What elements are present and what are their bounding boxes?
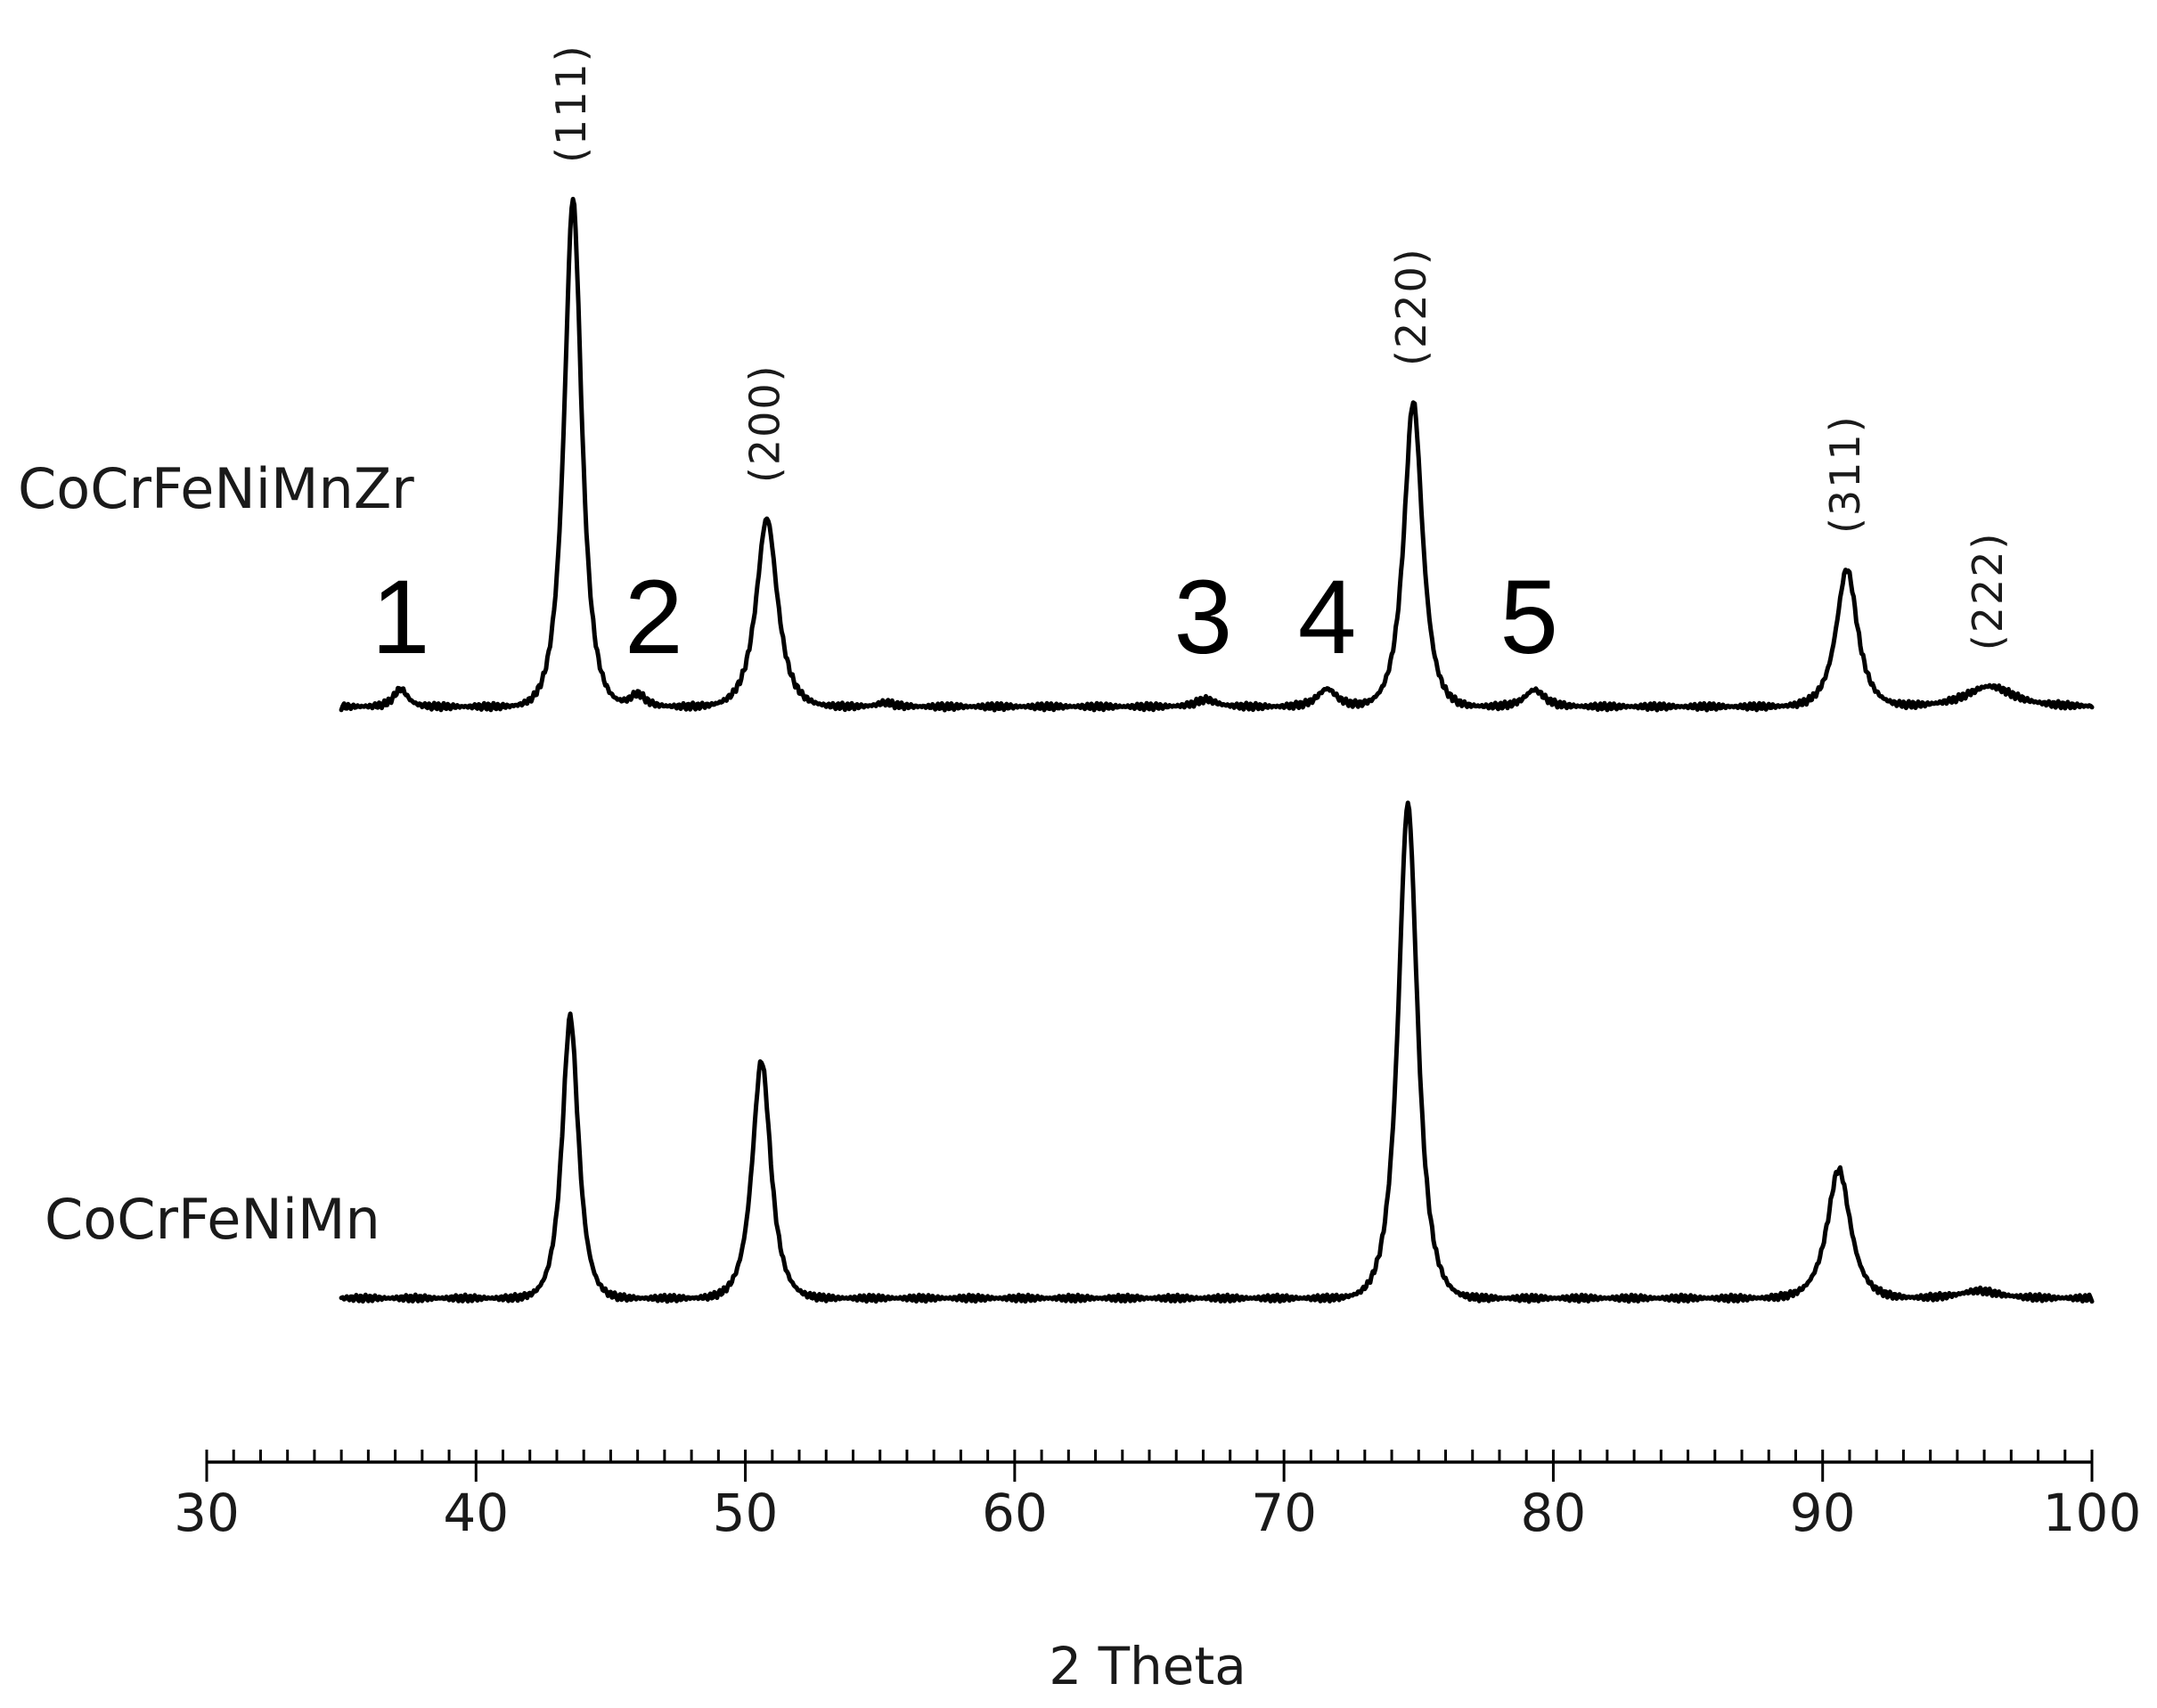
x-axis: 30 40 50 60 70 80 90 100 2 Theta — [174, 1450, 2141, 1696]
phase-number-label: 4 — [1298, 559, 1357, 676]
x-tick-label: 40 — [443, 1483, 509, 1543]
series-labels: CoCrFeNiMnZr CoCrFeNiMn — [18, 456, 414, 1252]
miller-index-labels: (111) (200) (220) (311) (222) — [547, 44, 2012, 650]
x-tick-label: 50 — [713, 1483, 779, 1543]
phase-number-label: 3 — [1174, 559, 1233, 676]
x-axis-major-ticks — [205, 1450, 2094, 1482]
series-line-cocrfenimn — [339, 800, 2095, 1304]
series-label-cocrfenimn: CoCrFeNiMn — [45, 1187, 380, 1252]
miller-index-label: (200) — [741, 364, 789, 483]
miller-index-label: (111) — [547, 44, 595, 163]
series-label-cocrfenimnzr: CoCrFeNiMnZr — [18, 456, 414, 521]
x-tick-label: 70 — [1251, 1483, 1317, 1543]
x-axis-minor-ticks — [232, 1450, 2067, 1462]
x-tick-label: 30 — [174, 1483, 240, 1543]
x-tick-label: 80 — [1521, 1483, 1587, 1543]
series-line-cocrfenimnzr — [339, 196, 2095, 713]
x-tick-label: 90 — [1790, 1483, 1856, 1543]
series-traces — [339, 196, 2095, 1304]
x-axis-tick-labels: 30 40 50 60 70 80 90 100 — [174, 1483, 2141, 1543]
phase-number-label: 5 — [1499, 559, 1558, 676]
x-axis-title: 2 Theta — [1049, 1636, 1246, 1696]
miller-index-label: (311) — [1821, 414, 1869, 534]
miller-index-label: (220) — [1387, 247, 1435, 366]
miller-index-label: (222) — [1964, 531, 2012, 650]
x-tick-label: 60 — [982, 1483, 1048, 1543]
phase-number-label: 1 — [372, 559, 430, 676]
x-tick-label: 100 — [2043, 1483, 2142, 1543]
phase-number-label: 2 — [625, 559, 683, 676]
